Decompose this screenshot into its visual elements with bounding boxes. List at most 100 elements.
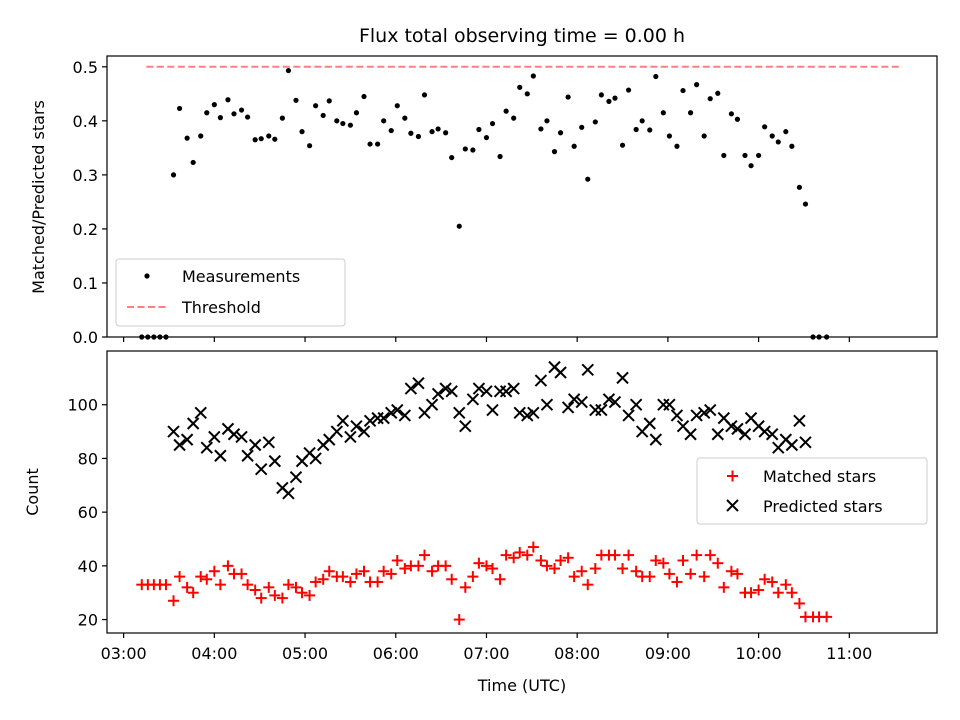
predicted-star-mark <box>363 414 377 428</box>
predicted-star-mark <box>554 366 567 379</box>
predicted-star-point <box>670 409 684 422</box>
predicted-star-mark <box>350 419 363 433</box>
predicted-star-mark <box>445 385 458 398</box>
predicted-star-mark <box>744 411 758 425</box>
matched-star-point <box>276 592 288 604</box>
measurement-point <box>680 87 686 94</box>
matched-star-point <box>568 571 580 583</box>
x-tick-label: 09:00 <box>645 644 691 663</box>
measurement-point <box>517 84 523 90</box>
measurement-point <box>252 137 258 143</box>
predicted-star-point <box>255 462 268 476</box>
predicted-star-point <box>227 428 241 441</box>
predicted-star-point <box>507 382 520 395</box>
measurement-point <box>639 118 645 124</box>
ratio-y-tick-label: 0.4 <box>73 112 98 131</box>
predicted-star-point <box>663 398 676 411</box>
predicted-star-mark <box>670 409 684 422</box>
measurement-point <box>511 115 517 121</box>
matched-star-point <box>766 576 778 588</box>
matched-star-point <box>821 611 833 623</box>
measurement-point <box>775 139 781 145</box>
predicted-star-point <box>534 374 548 387</box>
predicted-star-point <box>404 382 418 395</box>
measurement-point <box>497 153 503 160</box>
predicted-star-mark <box>534 374 548 387</box>
predicted-star-mark <box>431 387 445 401</box>
ratio-y-tick-label: 0.0 <box>73 328 98 347</box>
matched-star-point <box>242 579 254 591</box>
predicted-star-mark <box>738 428 752 441</box>
matched-star-point <box>480 560 492 572</box>
predicted-star-mark <box>752 419 765 433</box>
legend-matched-label: Matched stars <box>763 467 876 486</box>
predicted-star-point <box>758 425 771 438</box>
matched-star-point <box>160 579 172 591</box>
matched-star-point <box>337 571 349 583</box>
matched-star-point <box>508 552 520 564</box>
predicted-star-point <box>200 441 213 454</box>
predicted-star-point <box>493 385 507 398</box>
predicted-star-mark <box>330 425 344 438</box>
matched-star-point <box>317 573 329 585</box>
matched-star-point <box>576 565 588 577</box>
matched-star-point <box>650 554 662 566</box>
measurement-point <box>313 103 319 109</box>
measurement-point <box>715 90 721 96</box>
matched-star-point <box>187 587 199 599</box>
matched-star-point <box>745 587 757 599</box>
count-plot-area <box>136 360 833 626</box>
measurement-point <box>796 184 803 190</box>
x-tick-label: 05:00 <box>282 644 328 663</box>
matched-star-point <box>712 557 724 569</box>
predicted-star-point <box>167 425 180 438</box>
matched-star-point <box>459 581 471 593</box>
measurement-point <box>769 133 775 139</box>
matched-star-point <box>263 581 275 593</box>
measurement-point <box>435 126 441 132</box>
predicted-star-point <box>622 409 635 422</box>
predicted-star-point <box>336 414 350 428</box>
predicted-star-point <box>377 411 390 425</box>
predicted-star-mark <box>453 406 466 419</box>
count-y-tick-label: 60 <box>78 503 98 522</box>
predicted-star-mark <box>684 428 697 441</box>
predicted-star-mark <box>725 419 738 433</box>
ratio-legend: Measurements Threshold <box>115 258 346 327</box>
matched-star-point <box>677 554 689 566</box>
matched-star-point <box>412 560 424 572</box>
predicted-star-point <box>459 419 472 433</box>
measurement-point <box>456 223 462 229</box>
matched-star-point <box>249 584 261 596</box>
predicted-star-point <box>344 430 357 444</box>
predicted-star-point <box>208 430 221 444</box>
predicted-star-mark <box>499 385 513 398</box>
matched-star-point <box>208 565 220 577</box>
matched-star-point <box>222 560 234 572</box>
predicted-star-mark <box>575 395 588 409</box>
predicted-star-point <box>453 406 466 419</box>
predicted-star-point <box>567 393 581 406</box>
measurement-point <box>742 152 748 159</box>
predicted-star-mark <box>513 406 526 419</box>
predicted-star-point <box>684 428 697 441</box>
predicted-star-mark <box>622 409 635 422</box>
predicted-star-point <box>194 406 207 419</box>
matched-star-point <box>296 587 308 599</box>
predicted-star-mark <box>289 471 303 484</box>
predicted-star-point <box>561 401 575 414</box>
matched-star-point <box>494 573 506 585</box>
matched-star-point <box>582 579 594 591</box>
predicted-star-mark <box>567 393 581 406</box>
x-tick-label: 08:00 <box>554 644 600 663</box>
measurement-point <box>666 133 673 139</box>
predicted-star-point <box>608 395 622 409</box>
measurement-point <box>625 87 632 93</box>
matched-star-point <box>350 568 362 580</box>
matched-star-point <box>731 568 743 580</box>
matched-star-point <box>786 587 798 599</box>
measurement-point <box>647 127 653 133</box>
matched-star-point <box>418 549 430 561</box>
matched-star-point <box>644 571 656 583</box>
matched-star-point <box>718 581 730 593</box>
